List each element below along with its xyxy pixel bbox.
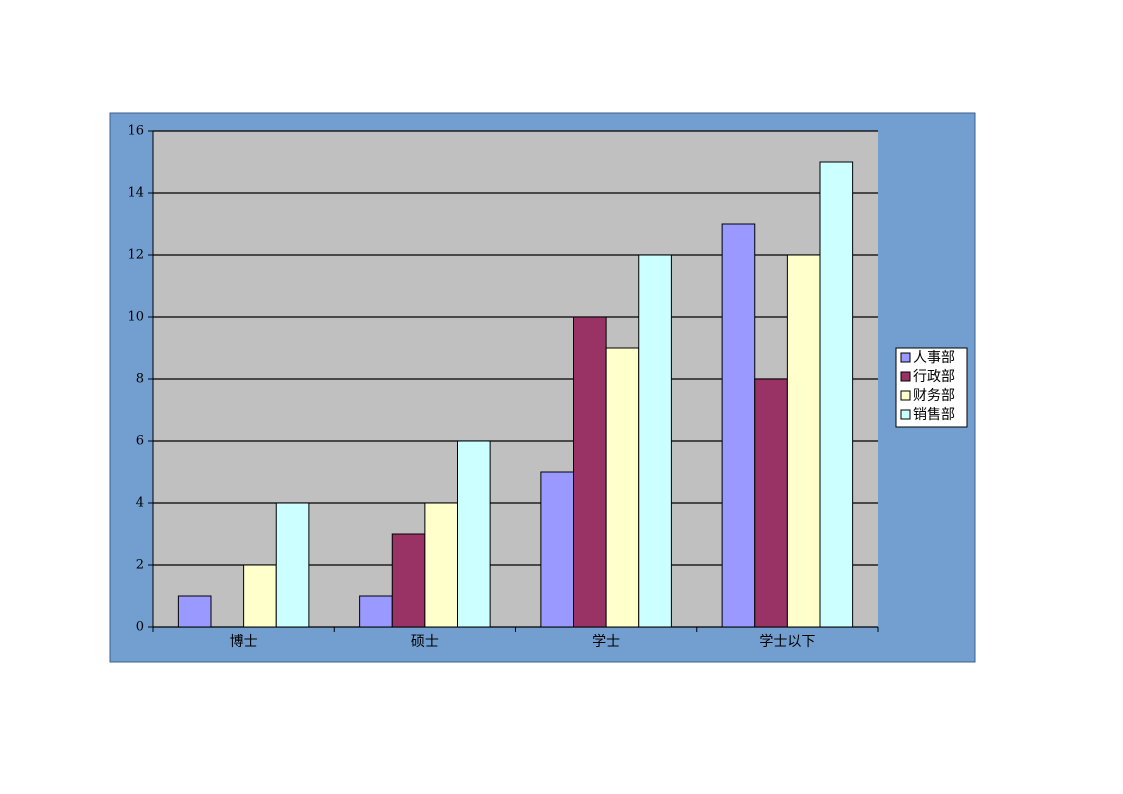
legend-swatch [900, 409, 911, 420]
legend-swatch [900, 390, 911, 401]
bar [540, 471, 574, 628]
legend-swatch [900, 352, 911, 363]
x-tick-label: 学士以下 [759, 634, 815, 650]
bar [721, 223, 756, 628]
bar [754, 378, 788, 628]
legend-swatch [900, 371, 911, 382]
y-tick-label: 6 [136, 434, 144, 449]
y-tick-label: 0 [136, 620, 144, 635]
bar [359, 595, 393, 628]
bar [391, 533, 426, 628]
bar [243, 564, 277, 628]
bar [177, 595, 212, 628]
bar [424, 502, 458, 628]
x-tick-label: 学士 [592, 634, 620, 650]
y-tick-label: 2 [136, 558, 144, 573]
y-tick-label: 8 [136, 372, 144, 387]
y-tick-label: 12 [127, 248, 144, 263]
y-tick-label: 4 [136, 496, 144, 511]
bar [819, 161, 854, 628]
x-tick-label: 硕士 [411, 634, 439, 650]
bar [786, 254, 821, 628]
y-tick-label: 10 [127, 310, 144, 325]
bar [638, 254, 672, 628]
legend-label: 财务部 [913, 388, 955, 404]
legend-label: 人事部 [913, 350, 955, 366]
bar [457, 440, 491, 628]
bar [573, 316, 607, 628]
legend-label: 行政部 [913, 369, 955, 385]
y-tick-label: 14 [127, 186, 144, 201]
y-tick-label: 16 [127, 124, 144, 139]
bar [605, 347, 640, 628]
bar [275, 502, 310, 628]
x-tick-label: 博士 [230, 633, 258, 650]
legend-label: 销售部 [913, 407, 955, 423]
